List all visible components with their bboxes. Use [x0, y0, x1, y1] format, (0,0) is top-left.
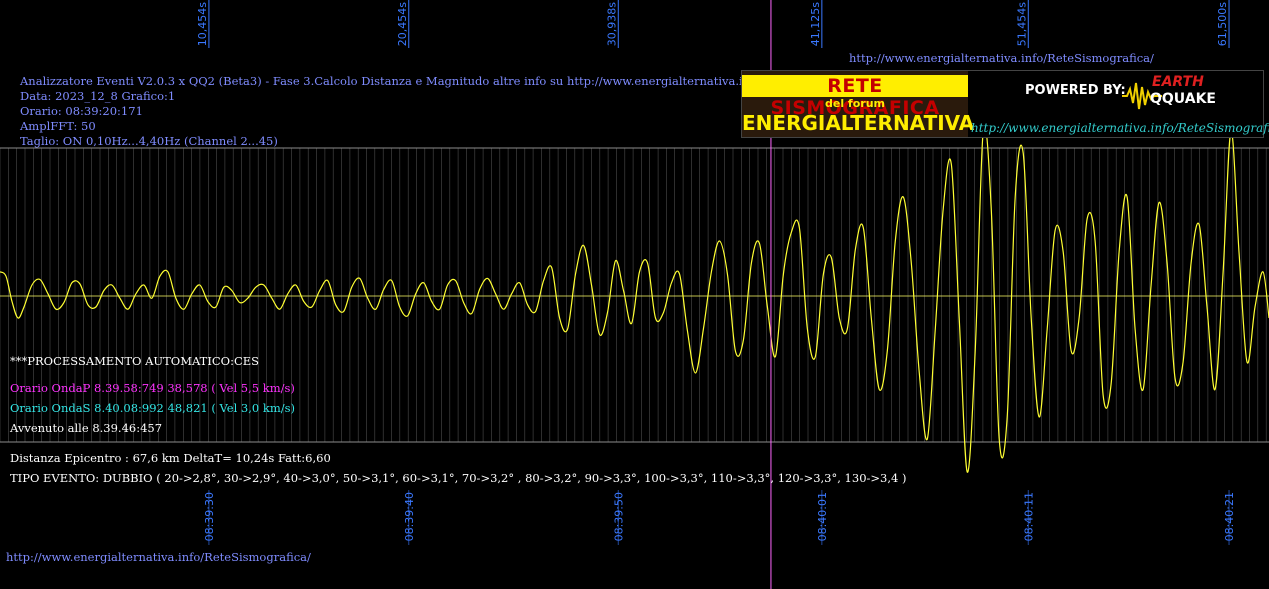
time-ticks: 10,454s 20,454s 30,938s 41,125s 51,454s 61,50…	[196, 0, 1236, 545]
logo-powered-by: POWERED BY:	[1025, 83, 1126, 98]
logo-title-bottom: ENERGIALTERNATIVA	[742, 111, 975, 135]
rete-sismografica-logo: RETE SISMOGRAFICA del forum ENERGIALTERN…	[741, 70, 1269, 138]
header-time: Orario: 08:39:20:171	[20, 104, 143, 118]
bottom-tick-label: 08:39:50	[612, 492, 625, 541]
top-right-url[interactable]: http://www.energialternativa.info/ReteSi…	[849, 51, 1154, 65]
bottom-tick-label: 08:40:21	[1223, 492, 1236, 541]
logo-title-top: RETE SISMOGRAFICA	[742, 75, 968, 119]
bottom-tick-label: 08:40:01	[816, 492, 829, 541]
event-type: TIPO EVENTO: DUBBIO ( 20->2,8°, 30->2,9°…	[10, 471, 907, 485]
grid-lines	[0, 147, 1269, 443]
bottom-tick-label: 08:39:40	[403, 492, 416, 541]
header-amplfft: AmplFFT: 50	[20, 119, 96, 133]
top-tick-label: 30,938s	[605, 2, 618, 46]
onda-p-time: Orario OndaP 8.39.58:749 38,578 ( Vel 5,…	[10, 381, 295, 395]
bottom-tick-label: 08:39:30	[203, 492, 216, 541]
bottom-tick-label: 08:40:11	[1022, 492, 1035, 541]
processing-title: ***PROCESSAMENTO AUTOMATICO:CES	[10, 354, 260, 368]
epicenter-distance: Distanza Epicentro : 67,6 km DeltaT= 10,…	[10, 451, 331, 465]
onda-s-time: Orario OndaS 8.40.08:992 48,821 ( Vel 3,…	[10, 401, 296, 415]
top-tick-label: 10,454s	[196, 2, 209, 46]
top-tick-label: 51,454s	[1015, 2, 1028, 46]
bottom-left-url[interactable]: http://www.energialternativa.info/ReteSi…	[6, 550, 311, 564]
logo-title-mid: del forum	[825, 97, 885, 110]
logo-brand-line2: QQUAKE	[1150, 91, 1216, 107]
seismic-trace	[0, 124, 1269, 473]
logo-url[interactable]: http://www.energialternativa.info/ReteSi…	[971, 121, 1269, 135]
logo-brand-line1: EARTH	[1152, 74, 1204, 90]
top-tick-label: 20,454s	[396, 2, 409, 46]
header-filter: Taglio: ON 0,10Hz...4,40Hz (Channel 2...…	[20, 134, 278, 148]
header-date: Data: 2023_12_8 Grafico:1	[20, 89, 176, 103]
top-tick-label: 61,500s	[1216, 2, 1229, 46]
top-tick-label: 41,125s	[809, 2, 822, 46]
seismic-wave-icon	[1122, 82, 1162, 110]
avvenuto-time: Avvenuto alle 8.39.46:457	[10, 421, 163, 435]
header-line-1: Analizzatore Eventi V2.0.3 x QQ2 (Beta3)…	[20, 74, 821, 88]
